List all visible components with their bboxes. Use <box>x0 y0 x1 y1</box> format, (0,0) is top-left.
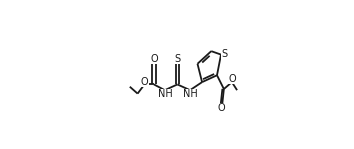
Text: O: O <box>228 74 236 84</box>
Text: NH: NH <box>158 89 172 99</box>
Text: S: S <box>175 54 181 64</box>
Text: O: O <box>141 77 149 87</box>
Text: NH: NH <box>183 89 198 99</box>
Text: O: O <box>150 54 158 64</box>
Text: S: S <box>221 49 227 59</box>
Text: O: O <box>218 103 225 113</box>
